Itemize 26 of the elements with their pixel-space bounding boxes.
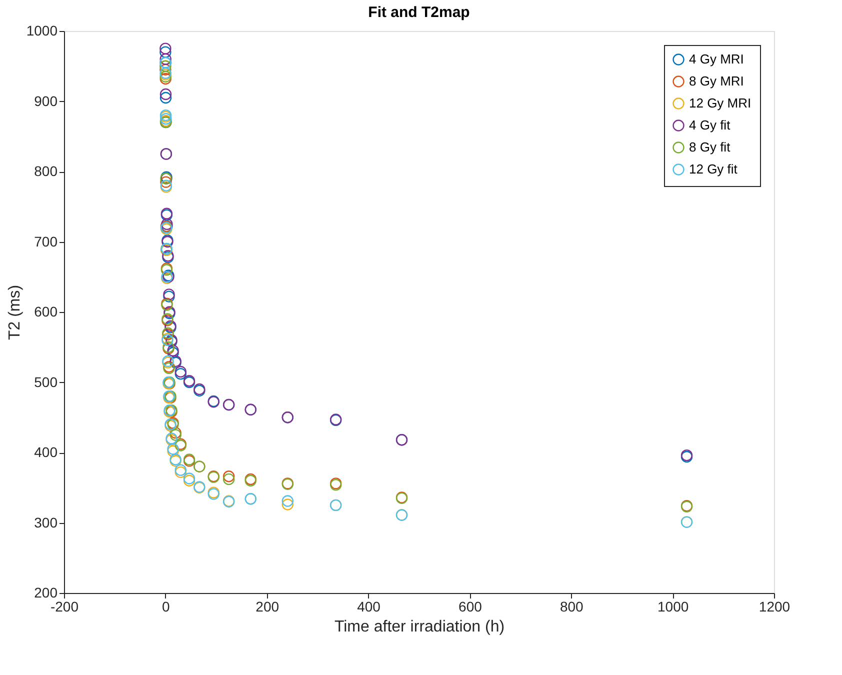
x-tick-label: 1200 <box>758 598 790 614</box>
x-tick-label: 1000 <box>657 598 689 614</box>
legend-label: 12 Gy MRI <box>689 96 752 110</box>
y-tick-label: 500 <box>34 374 58 390</box>
x-tick-label: -200 <box>50 598 79 614</box>
y-tick-label: 200 <box>34 584 58 600</box>
legend-label: 8 Gy fit <box>689 140 731 154</box>
chart-title: Fit and T2map <box>368 4 470 21</box>
x-tick-label: 400 <box>357 598 381 614</box>
x-tick-label: 200 <box>256 598 280 614</box>
y-tick-label: 600 <box>34 304 58 320</box>
legend-label: 8 Gy MRI <box>689 74 744 88</box>
y-tick-label: 300 <box>34 514 58 530</box>
x-tick-label: 600 <box>458 598 482 614</box>
legend-label: 4 Gy fit <box>689 118 731 132</box>
x-tick-label: 800 <box>560 598 584 614</box>
x-axis-title: Time after irradiation (h) <box>334 618 505 636</box>
y-tick-label: 700 <box>34 233 58 250</box>
legend-label: 12 Gy fit <box>689 162 738 176</box>
legend-label: 4 Gy MRI <box>689 52 744 66</box>
y-tick-label: 1000 <box>26 22 58 38</box>
x-tick-label: 0 <box>162 598 170 614</box>
y-tick-label: 900 <box>34 92 58 109</box>
y-axis-title: T2 (ms) <box>6 284 24 340</box>
y-tick-label: 400 <box>34 444 58 460</box>
y-tick-label: 800 <box>34 163 58 179</box>
